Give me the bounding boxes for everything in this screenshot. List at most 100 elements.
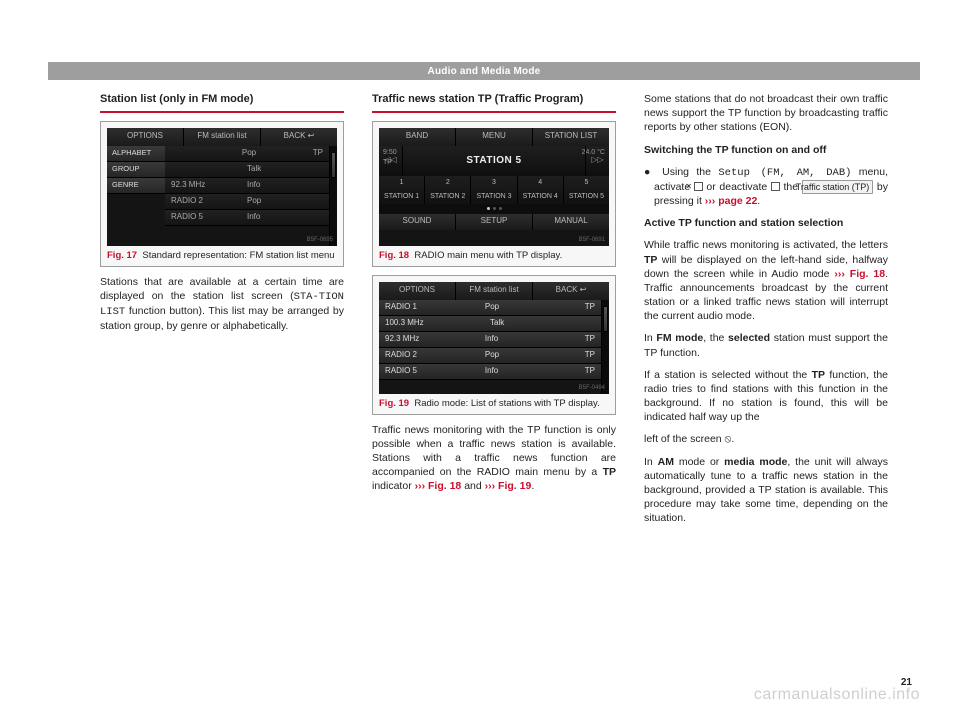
figure-17-screen: OPTIONS FM station list BACK ↩ ALPHABET … (107, 128, 337, 246)
fig18-number: Fig. 18 (379, 250, 409, 261)
col2-paragraph: Traffic news monitoring with the TP func… (372, 423, 616, 494)
cell: Pop (485, 350, 579, 361)
col3-p3: In FM mode, the selected station must su… (644, 331, 888, 359)
text: Traffic news monitoring with the TP func… (372, 424, 616, 479)
fig18-top-stationlist: STATION LIST (533, 128, 609, 146)
cell: TP (585, 350, 595, 361)
fig18-code: B5F-0691 (579, 236, 605, 244)
text: In (644, 456, 658, 468)
fig18-presets: 1STATION 1 2STATION 2 3STATION 3 4STATIO… (379, 176, 609, 204)
checkbox-empty-icon (771, 182, 780, 191)
fig19-row: RADIO 1 Pop TP (379, 300, 601, 316)
fig19-row: 100.3 MHzTalk (379, 316, 601, 332)
cell: RADIO 2 (385, 350, 479, 361)
fig17-side-genre: GENRE (107, 178, 165, 194)
text: left of the screen (644, 433, 725, 445)
col3-p4b: left of the screen ⦸. (644, 432, 888, 446)
col3-p5: In AM mode or media mode, the unit will … (644, 455, 888, 526)
fig17-scrollbar (329, 146, 337, 246)
cell: Info (247, 212, 317, 223)
cell: 92.3 MHz (385, 334, 479, 345)
col3-h2: Active TP function and station selection (644, 216, 888, 230)
col3-bullet: ● Using the Setup (FM, AM, DAB) menu, ac… (644, 165, 888, 209)
cell: 92.3 MHz (171, 180, 241, 191)
preset-label: STATION 2 (430, 192, 465, 201)
fig17-side-alphabet: ALPHABET (107, 146, 165, 162)
cell: TP (585, 366, 595, 377)
mono-station-list: STA-TION LIST (100, 291, 344, 318)
column-3: Some stations that do not broadcast thei… (644, 92, 888, 668)
column-2: Traffic news station TP (Traffic Program… (372, 92, 616, 668)
fig19-caption-text: Radio mode: List of stations with TP dis… (414, 398, 599, 409)
fig17-row: RADIO 2Pop (165, 194, 329, 210)
fig17-row: RADIO 5 Info (165, 210, 329, 226)
tp-bold: TP (644, 254, 657, 266)
fig18-preset: 2 STATION 2 (425, 176, 471, 204)
fig18-current-station: STATION 5 (466, 154, 521, 168)
watermark: carmanualsonline.info (754, 686, 920, 704)
fig19-top-back: BACK ↩ (533, 282, 609, 300)
fig19-top-options: OPTIONS (379, 282, 456, 300)
cell: Pop (485, 302, 579, 313)
text: While traffic news monitoring is activat… (644, 239, 888, 251)
media-mode-bold: media mode (724, 456, 787, 468)
am-bold: AM (658, 456, 674, 468)
figure-19-box: OPTIONS FM station list BACK ↩ RADIO 1 Po… (372, 275, 616, 415)
preset-num: 2 (446, 178, 450, 187)
ref-fig18: ››› Fig. 18 (415, 480, 462, 492)
page-header: Audio and Media Mode (48, 62, 920, 80)
fig18-caption-text: RADIO main menu with TP display. (414, 250, 562, 261)
fig18-page-dots (379, 204, 609, 214)
fig19-code: B5F-0494 (579, 384, 605, 392)
cell: TP (313, 148, 323, 159)
figure-18-box: BAND MENU STATION LIST 9:50 TP 24.0 °C ◁… (372, 121, 616, 267)
fig17-top-title: FM station list (184, 128, 261, 146)
preset-label: STATION 4 (523, 192, 558, 201)
preset-label: STATION 1 (384, 192, 419, 201)
text: In (644, 332, 656, 344)
fig17-code: B5F-0695 (307, 236, 333, 244)
text: mode or (674, 456, 724, 468)
figure-19-caption: Fig. 19 Radio mode: List of stations wit… (379, 398, 609, 410)
column-1: Station list (only in FM mode) OPTIONS F… (100, 92, 344, 668)
preset-num: 3 (492, 178, 496, 187)
col3-p2: While traffic news monitoring is activat… (644, 238, 888, 323)
text: If a station is selected without the (644, 369, 812, 381)
fig18-bottombar: SOUND SETUP MANUAL (379, 214, 609, 230)
fig17-side-group: GROUP (107, 162, 165, 178)
traffic-station-label: Traffic station (TP) (802, 180, 874, 194)
fig17-top-back: BACK ↩ (261, 128, 337, 146)
fig18-preset: 5STATION 5 (564, 176, 609, 204)
col3-h1: Switching the TP function on and off (644, 143, 888, 157)
fig18-bottom-setup: SETUP (456, 214, 533, 230)
figure-18-caption: Fig. 18 RADIO main menu with TP display. (379, 250, 609, 262)
col3-p4a: If a station is selected without the TP … (644, 368, 888, 425)
fm-mode-bold: FM mode (656, 332, 703, 344)
fig17-row: 92.3 MHz Info (165, 178, 329, 194)
cell: Info (485, 366, 579, 377)
fig18-mid: 9:50 TP 24.0 °C ◁◁ STATION 5 ▷▷ (379, 146, 609, 176)
preset-num: 5 (584, 178, 588, 187)
cell: Info (247, 180, 317, 191)
cell: TP (585, 302, 595, 313)
checkbox-checked-icon (694, 182, 703, 191)
fig19-topbar: OPTIONS FM station list BACK ↩ (379, 282, 609, 300)
preset-num: 1 (400, 178, 404, 187)
figure-17-box: OPTIONS FM station list BACK ↩ ALPHABET … (100, 121, 344, 267)
page: Audio and Media Mode Station list (only … (0, 0, 960, 708)
cell: RADIO 2 (171, 196, 241, 207)
cell: RADIO 5 (385, 366, 479, 377)
fig18-preset: 1 STATION 1 (379, 176, 425, 204)
fig17-topbar: OPTIONS FM station list BACK ↩ (107, 128, 337, 146)
fig17-caption-text: Standard representation: FM station list… (142, 250, 334, 261)
fig19-top-title: FM station list (456, 282, 533, 300)
figure-17-caption: Fig. 17 Standard representation: FM stat… (107, 250, 337, 262)
fig17-row: Talk (165, 162, 329, 178)
cell: TP (585, 334, 595, 345)
cell: RADIO 5 (171, 212, 241, 223)
cell: Pop (242, 148, 307, 159)
fig19-row: RADIO 5 Info TP (379, 364, 601, 380)
cell: RADIO 1 (385, 302, 479, 313)
fig18-bottom-manual: MANUAL (533, 214, 609, 230)
ref-fig19: ››› Fig. 19 (485, 480, 532, 492)
